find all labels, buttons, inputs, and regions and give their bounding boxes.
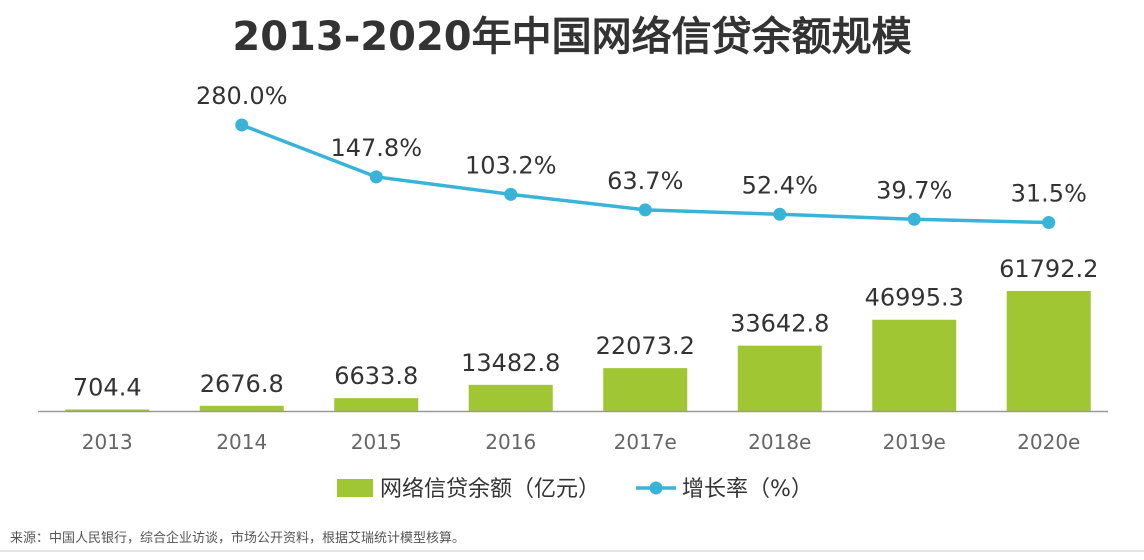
legend-bar-label: 网络信贷余额（亿元） bbox=[380, 477, 600, 502]
bar-2019e bbox=[872, 319, 957, 411]
bar-2015 bbox=[334, 398, 419, 411]
bar-2016 bbox=[468, 384, 553, 411]
growth-value-label: 103.2% bbox=[465, 151, 557, 179]
x-tick-label: 2013 bbox=[82, 430, 133, 454]
bar-2014 bbox=[199, 405, 284, 411]
growth-value-label: 31.5% bbox=[1011, 180, 1087, 208]
x-tick-label: 2016 bbox=[485, 430, 536, 454]
footer-divider bbox=[0, 550, 1144, 552]
growth-point-2016 bbox=[504, 187, 518, 201]
chart-title: 2013-2020年中国网络信贷余额规模 bbox=[232, 14, 912, 60]
bar-2013 bbox=[65, 409, 150, 411]
bar-value-label: 46995.3 bbox=[865, 284, 964, 312]
bar-value-label: 33642.8 bbox=[730, 310, 829, 338]
growth-value-label: 147.8% bbox=[330, 134, 422, 162]
x-tick-label: 2018e bbox=[748, 430, 811, 454]
bar-2018e bbox=[737, 345, 822, 411]
legend-line-marker bbox=[649, 481, 663, 495]
growth-point-2018e bbox=[773, 207, 787, 221]
growth-point-2019e bbox=[907, 212, 921, 226]
chart: 704.4 2676.8 6633.8 13482.8 22073.2 33642.8 46… bbox=[38, 82, 1108, 502]
bar-2020e bbox=[1006, 291, 1091, 411]
legend-bar-swatch bbox=[337, 479, 373, 497]
x-tick-label: 2019e bbox=[883, 430, 946, 454]
growth-value-label: 52.4% bbox=[742, 171, 818, 199]
bar-value-label: 704.4 bbox=[73, 374, 142, 402]
x-tick-label: 2015 bbox=[351, 430, 402, 454]
x-tick-label: 2020e bbox=[1017, 430, 1080, 454]
bar-value-label: 2676.8 bbox=[200, 370, 284, 398]
growth-point-2020e bbox=[1042, 216, 1056, 229]
growth-value-label: 280.0% bbox=[196, 82, 288, 110]
bar-value-label: 22073.2 bbox=[596, 332, 695, 360]
growth-point-2014 bbox=[235, 118, 249, 132]
bar-value-label: 61792.2 bbox=[999, 255, 1098, 283]
bar-value-label: 6633.8 bbox=[334, 362, 418, 390]
source-note: 来源：中国人民银行，综合企业访谈，市场公开资料，根据艾瑞统计模型核算。 bbox=[10, 531, 466, 546]
bar-value-label: 13482.8 bbox=[461, 349, 560, 377]
growth-value-label: 63.7% bbox=[607, 167, 683, 195]
legend-line-label: 增长率（%） bbox=[682, 477, 813, 502]
growth-point-2015 bbox=[369, 170, 383, 184]
growth-point-2017e bbox=[638, 203, 652, 217]
bar-2017e bbox=[603, 368, 688, 411]
growth-value-label: 39.7% bbox=[876, 176, 952, 204]
x-tick-label: 2017e bbox=[614, 430, 677, 454]
x-tick-label: 2014 bbox=[216, 430, 267, 454]
